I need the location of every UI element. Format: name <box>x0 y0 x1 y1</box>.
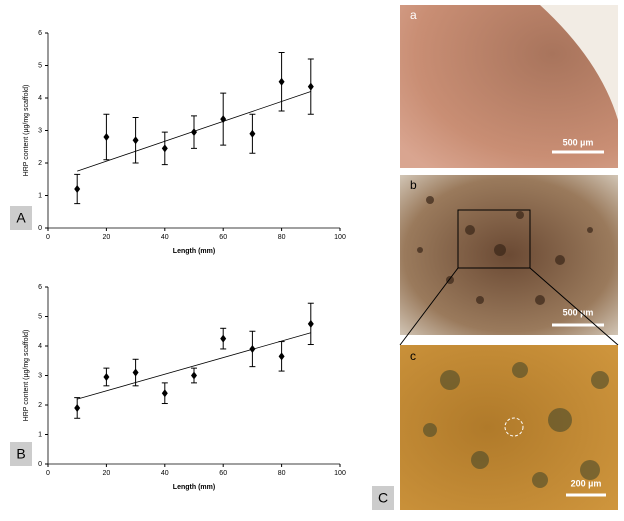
zoom-line <box>399 267 459 346</box>
x-tick-label: 0 <box>46 470 50 477</box>
image-a: a 500 µm <box>400 5 618 168</box>
x-tick-label: 80 <box>278 470 286 477</box>
point <box>191 371 197 380</box>
image-c: c 200 µm <box>400 345 618 510</box>
trendline <box>77 332 311 400</box>
y-tick-label: 0 <box>38 461 42 468</box>
point <box>278 352 285 361</box>
y-tick-label: 1 <box>38 431 42 438</box>
x-axis-label: Length (mm) <box>173 248 215 255</box>
point <box>74 403 81 412</box>
y-axis-label: HRP content (µg/mg scaffold) <box>23 330 30 422</box>
y-tick-label: 5 <box>38 313 42 320</box>
panel-label: A <box>16 210 26 226</box>
scale-bar-label: 200 µm <box>571 478 602 488</box>
image-label: a <box>410 8 417 22</box>
x-tick-label: 80 <box>278 234 286 241</box>
x-tick-label: 20 <box>103 470 111 477</box>
point <box>307 319 314 328</box>
point <box>249 344 256 353</box>
panel-box <box>10 442 32 466</box>
zoom-line <box>529 267 619 346</box>
point <box>161 144 168 153</box>
point <box>74 185 81 193</box>
y-axis-label: HRP content (µg/mg scaffold) <box>23 85 30 177</box>
point <box>220 334 227 343</box>
x-tick-label: 40 <box>161 234 169 241</box>
scale-bar-label: 500 µm <box>563 307 594 317</box>
y-tick-label: 6 <box>38 284 42 291</box>
y-tick-label: 2 <box>38 402 42 409</box>
y-tick-label: 6 <box>38 30 42 37</box>
image-label: c <box>410 349 416 363</box>
point <box>132 136 139 145</box>
point <box>132 368 139 377</box>
panel-box <box>372 486 394 510</box>
x-tick-label: 100 <box>334 470 346 477</box>
x-tick-label: 40 <box>161 470 169 477</box>
point <box>220 115 227 124</box>
y-tick-label: 3 <box>38 372 42 379</box>
x-tick-label: 20 <box>103 234 111 241</box>
y-tick-label: 4 <box>38 95 42 102</box>
y-tick-label: 2 <box>38 160 42 167</box>
x-tick-label: 60 <box>219 234 227 241</box>
panel-label: B <box>16 446 25 462</box>
x-tick-label: 0 <box>46 234 50 241</box>
x-tick-label: 100 <box>334 234 346 241</box>
y-tick-label: 0 <box>38 225 42 232</box>
y-tick-label: 1 <box>38 192 42 199</box>
x-axis-label: Length (mm) <box>173 484 215 491</box>
point <box>103 372 110 381</box>
panel-box <box>10 206 32 230</box>
point <box>278 77 285 86</box>
image-b: b 500 µm <box>400 175 618 335</box>
y-tick-label: 4 <box>38 343 42 350</box>
point <box>191 128 197 137</box>
point <box>307 82 314 91</box>
y-tick-label: 3 <box>38 127 42 134</box>
point <box>161 389 168 398</box>
point <box>103 133 110 141</box>
panel-label: C <box>378 490 388 506</box>
y-tick-label: 5 <box>38 62 42 69</box>
image-label: b <box>410 178 417 192</box>
x-tick-label: 60 <box>219 470 227 477</box>
scale-bar-label: 500 µm <box>563 137 594 147</box>
point <box>249 129 256 138</box>
